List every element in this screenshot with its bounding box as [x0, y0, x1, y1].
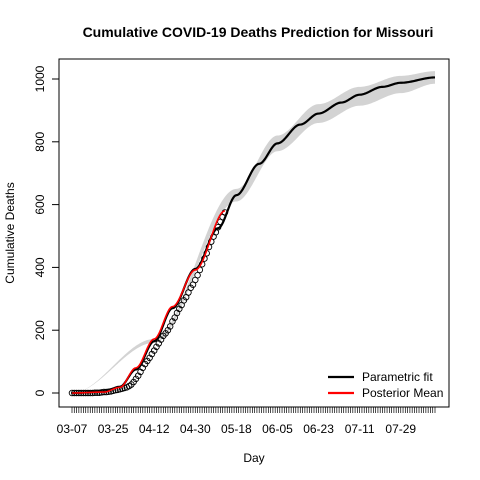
x-tick-label: 04-12	[139, 422, 170, 436]
y-tick-label: 400	[33, 257, 47, 277]
ci-band-area	[72, 71, 435, 394]
observed-points	[68, 209, 229, 397]
x-axis-label: Day	[243, 451, 264, 465]
data-point	[153, 343, 160, 351]
legend-label: Parametric fit	[362, 370, 433, 384]
y-tick-label: 600	[33, 194, 47, 214]
x-tick-label: 03-07	[57, 422, 88, 436]
plot-frame	[58, 58, 450, 408]
series-line-1	[71, 76, 436, 395]
x-tick-label: 07-29	[385, 422, 416, 436]
confidence-band	[72, 71, 435, 394]
data-point	[148, 350, 156, 358]
legend-label: Posterior Mean	[362, 386, 443, 400]
x-tick-label: 03-25	[98, 422, 129, 436]
data-point	[194, 272, 201, 279]
x-tick-label: 06-23	[303, 422, 334, 436]
series-line-2	[72, 210, 226, 394]
y-tick-label: 1000	[33, 65, 47, 92]
y-axis-label: Cumulative Deaths	[3, 182, 17, 283]
y-tick-label: 200	[33, 320, 47, 340]
x-axis: 03-07 03-25 04-12 04-30 05-18 06-05 06-23 07-11…	[57, 406, 436, 436]
legend: Parametric fit Posterior Mean	[328, 370, 443, 400]
y-tick-label: 0	[33, 389, 47, 396]
x-tick-label: 07-11	[345, 422, 375, 436]
x-tick-label: 04-30	[180, 422, 211, 436]
series-lines	[71, 76, 436, 395]
x-tick-label: 05-18	[221, 422, 252, 436]
chart-title: Cumulative COVID-19 Deaths Prediction fo…	[83, 24, 434, 40]
y-tick-label: 800	[33, 131, 47, 151]
x-tick-label: 06-05	[262, 422, 293, 436]
y-axis: 0 200 400 600 800 1000	[33, 65, 60, 396]
